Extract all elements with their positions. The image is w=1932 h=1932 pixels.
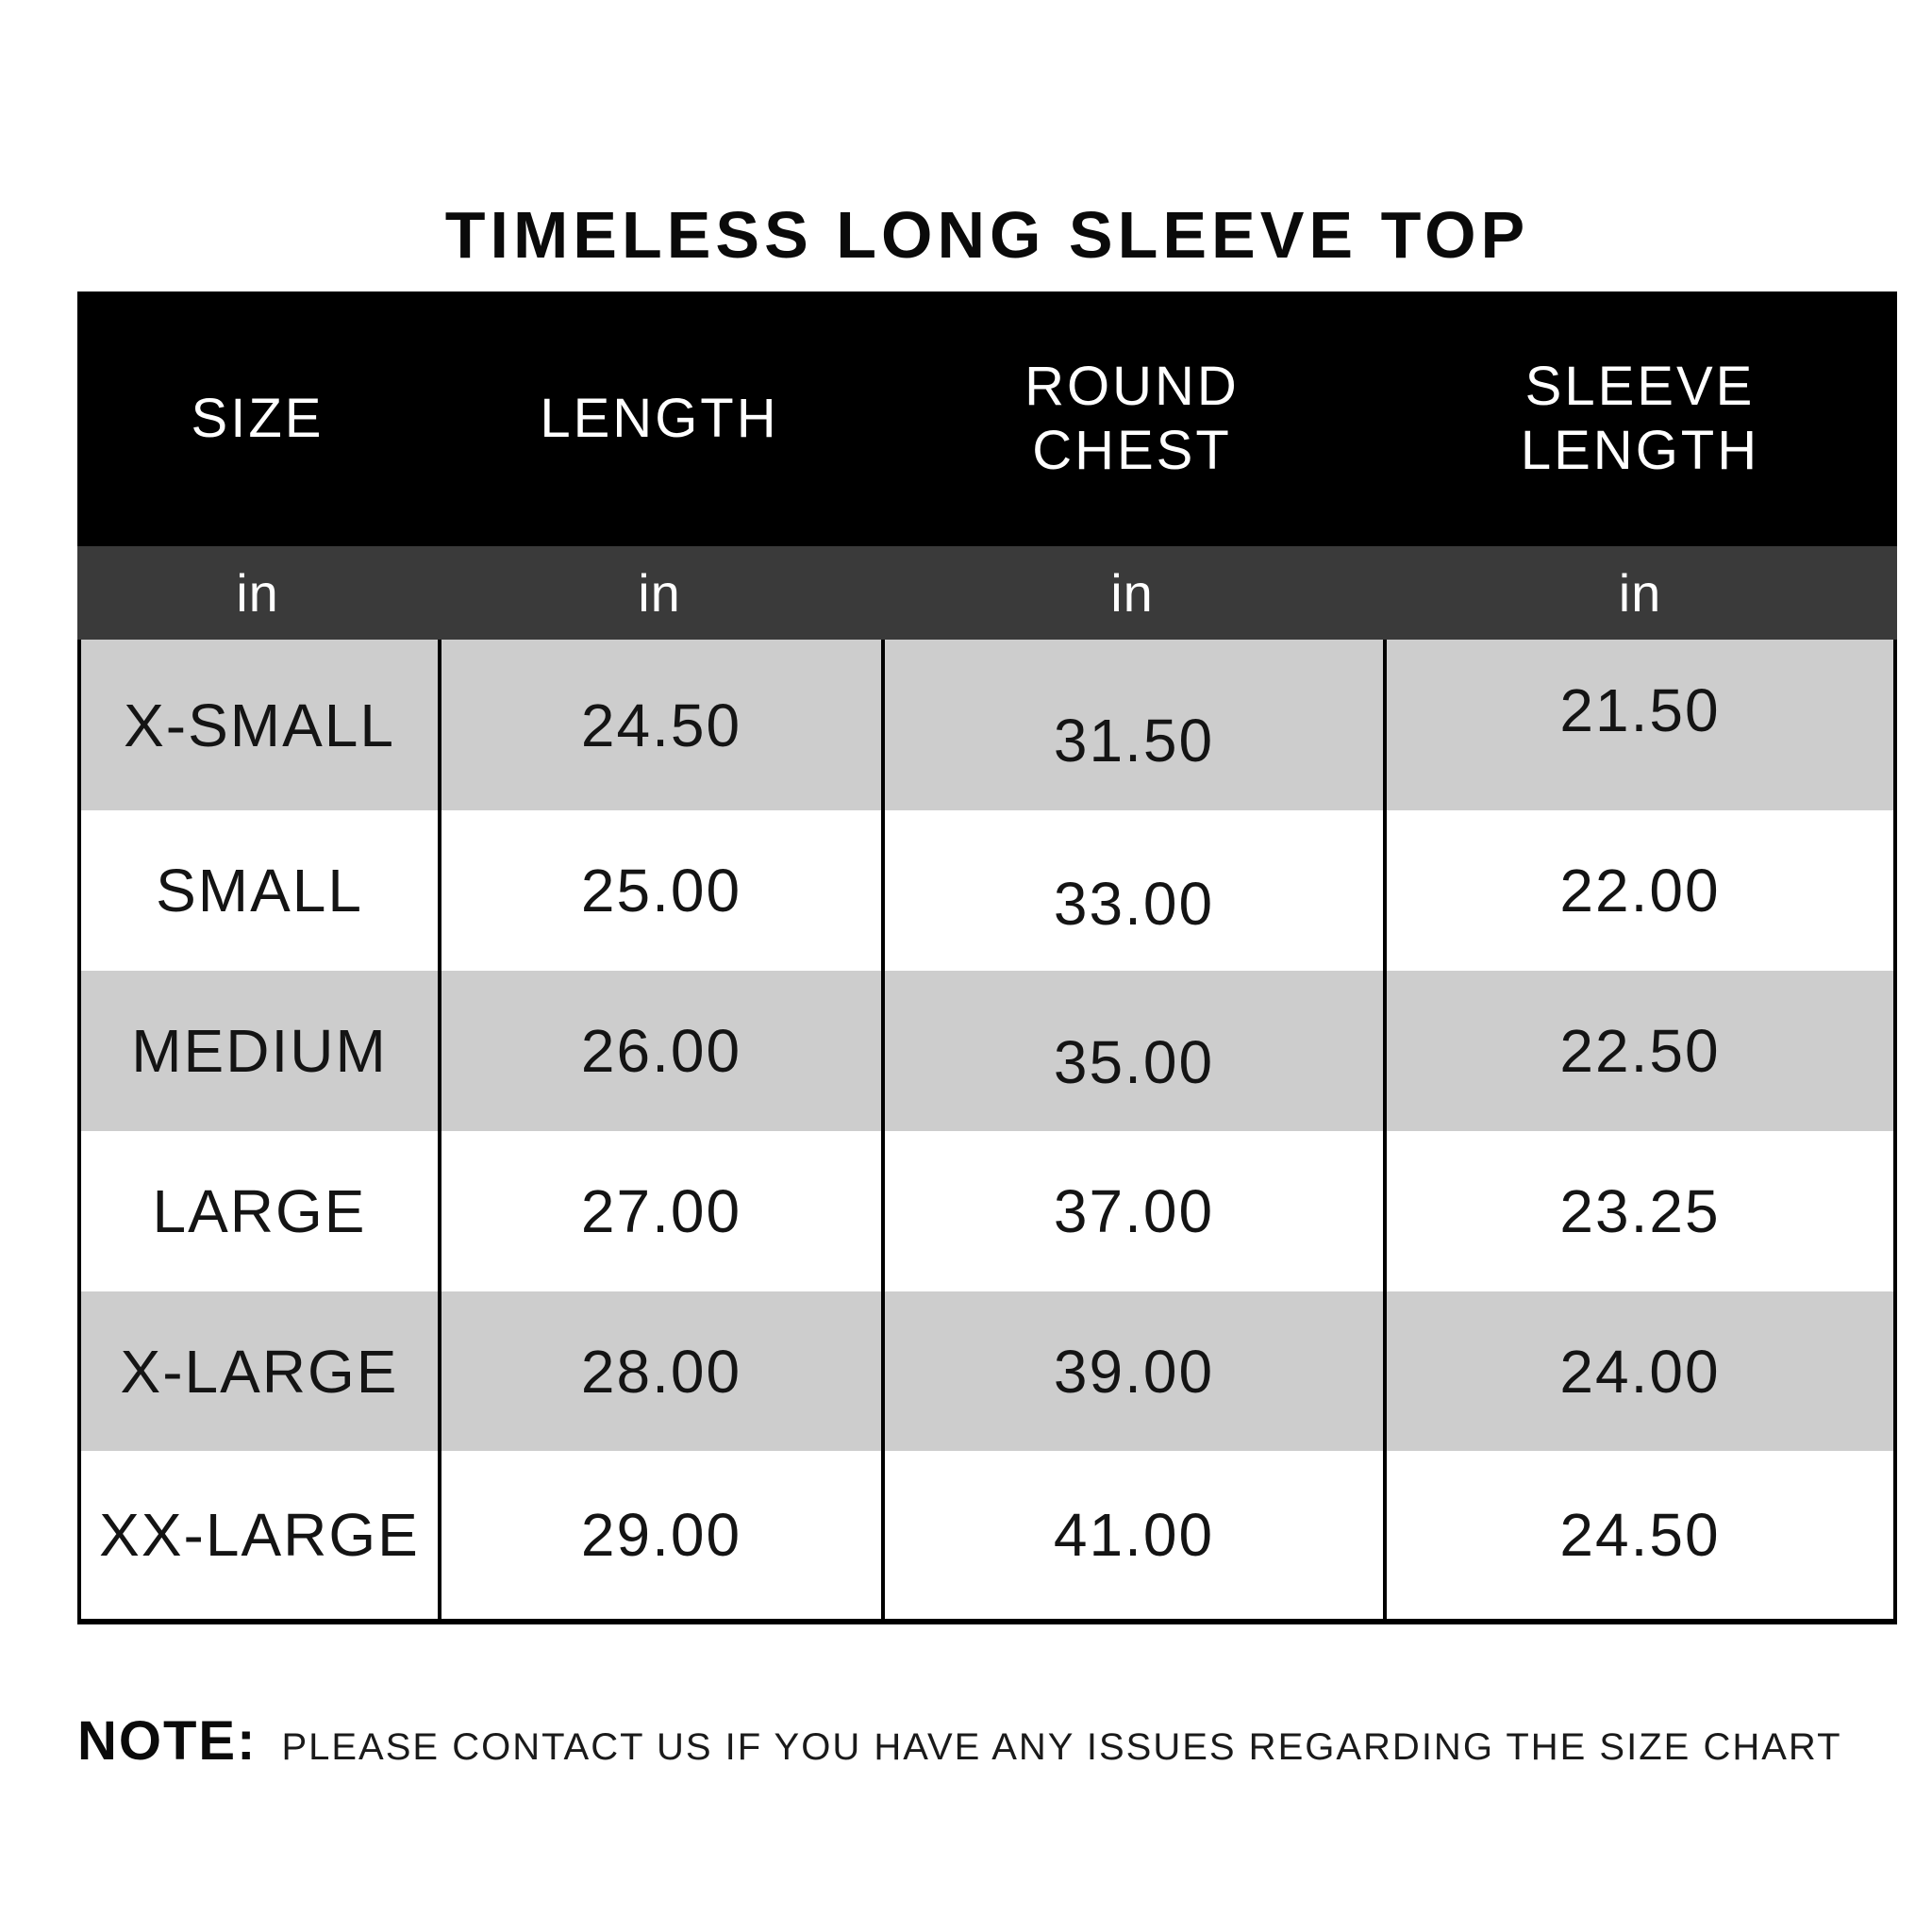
sleeve-length-value: 24.50 xyxy=(1559,1501,1721,1569)
header-line: SLEEVE xyxy=(1524,355,1756,417)
round-chest-value: 35.00 xyxy=(1053,1028,1215,1096)
length-cell: 27.00 xyxy=(441,1131,885,1291)
table-row-large: LARGE 27.00 37.00 23.25 xyxy=(81,1131,1893,1291)
round-chest-value: 31.50 xyxy=(1053,706,1215,774)
header-line: SIZE xyxy=(191,387,325,449)
length-value: 24.50 xyxy=(580,691,742,759)
note-text: PLEASE CONTACT US IF YOU HAVE ANY ISSUES… xyxy=(281,1726,1842,1768)
size-value: X-LARGE xyxy=(120,1337,399,1406)
length-value: 26.00 xyxy=(580,1017,742,1085)
sleeve-length-cell: 22.50 xyxy=(1387,971,1893,1131)
table-row-medium: MEDIUM 26.00 35.00 22.50 xyxy=(81,971,1893,1131)
length-cell: 29.00 xyxy=(441,1451,885,1619)
size-cell: LARGE xyxy=(81,1131,441,1291)
sleeve-length-value: 23.25 xyxy=(1559,1177,1721,1245)
table-body: X-SMALL 24.50 31.50 21.50 SMALL 25.00 33… xyxy=(77,640,1897,1624)
sleeve-length-value: 21.50 xyxy=(1559,675,1721,744)
round-chest-cell: 35.00 xyxy=(885,971,1387,1131)
units-row: in in in in xyxy=(77,546,1897,640)
sleeve-length-value: 22.50 xyxy=(1559,1017,1721,1085)
length-cell: 28.00 xyxy=(441,1291,885,1451)
table-row-small: SMALL 25.00 33.00 22.00 xyxy=(81,810,1893,971)
round-chest-cell: 41.00 xyxy=(885,1451,1387,1619)
size-value: SMALL xyxy=(156,857,363,924)
size-value: XX-LARGE xyxy=(99,1501,420,1569)
size-value: LARGE xyxy=(152,1177,367,1245)
round-chest-value: 33.00 xyxy=(1053,870,1215,938)
length-cell: 25.00 xyxy=(441,810,885,971)
round-chest-cell: 37.00 xyxy=(885,1131,1387,1291)
round-chest-cell: 31.50 xyxy=(885,640,1387,810)
size-value: X-SMALL xyxy=(124,691,395,759)
size-chart-table: SIZE LENGTH ROUND CHEST SLEEVE LENGTH in… xyxy=(77,291,1897,1624)
length-value: 27.00 xyxy=(580,1177,742,1245)
unit-cell-size: in xyxy=(236,563,279,623)
sleeve-length-cell: 24.50 xyxy=(1387,1451,1893,1619)
header-line: LENGTH xyxy=(1520,420,1760,481)
sleeve-length-cell: 22.00 xyxy=(1387,810,1893,971)
header-cell-length: LENGTH xyxy=(438,291,881,546)
length-value: 25.00 xyxy=(580,857,742,924)
sleeve-length-cell: 24.00 xyxy=(1387,1291,1893,1451)
round-chest-value: 37.00 xyxy=(1053,1177,1215,1245)
round-chest-cell: 39.00 xyxy=(885,1291,1387,1451)
length-cell: 26.00 xyxy=(441,971,885,1131)
sleeve-length-value: 22.00 xyxy=(1559,857,1721,924)
table-header-row: SIZE LENGTH ROUND CHEST SLEEVE LENGTH xyxy=(77,291,1897,546)
sleeve-length-value: 24.00 xyxy=(1559,1337,1721,1406)
size-value: MEDIUM xyxy=(131,1017,388,1085)
round-chest-cell: 33.00 xyxy=(885,810,1387,971)
length-value: 28.00 xyxy=(580,1337,742,1406)
unit-cell-length: in xyxy=(638,563,681,623)
header-cell-sleeve-length: SLEEVE LENGTH xyxy=(1383,291,1897,546)
sleeve-length-cell: 21.50 xyxy=(1387,640,1893,810)
header-line: CHEST xyxy=(1032,420,1232,481)
size-cell: SMALL xyxy=(81,810,441,971)
header-cell-round-chest: ROUND CHEST xyxy=(881,291,1383,546)
table-row-xx-large: XX-LARGE 29.00 41.00 24.50 xyxy=(81,1451,1893,1619)
table-row-x-large: X-LARGE 28.00 39.00 24.00 xyxy=(81,1291,1893,1451)
page-title: TIMELESS LONG SLEEVE TOP xyxy=(444,198,1530,272)
table-row-x-small: X-SMALL 24.50 31.50 21.50 xyxy=(81,640,1893,810)
sleeve-length-cell: 23.25 xyxy=(1387,1131,1893,1291)
size-cell: X-LARGE xyxy=(81,1291,441,1451)
round-chest-value: 39.00 xyxy=(1053,1337,1215,1406)
length-value: 29.00 xyxy=(580,1501,742,1569)
header-line: ROUND xyxy=(1024,355,1240,417)
note-label: NOTE: xyxy=(77,1710,258,1772)
size-cell: MEDIUM xyxy=(81,971,441,1131)
note: NOTE: PLEASE CONTACT US IF YOU HAVE ANY … xyxy=(77,1709,1897,1773)
round-chest-value: 41.00 xyxy=(1053,1501,1215,1569)
header-cell-size: SIZE xyxy=(77,291,438,546)
header-line: LENGTH xyxy=(540,387,779,449)
length-cell: 24.50 xyxy=(441,640,885,810)
unit-cell-sleeve-length: in xyxy=(1618,563,1662,623)
size-cell: XX-LARGE xyxy=(81,1451,441,1619)
size-cell: X-SMALL xyxy=(81,640,441,810)
unit-cell-round-chest: in xyxy=(1110,563,1154,623)
